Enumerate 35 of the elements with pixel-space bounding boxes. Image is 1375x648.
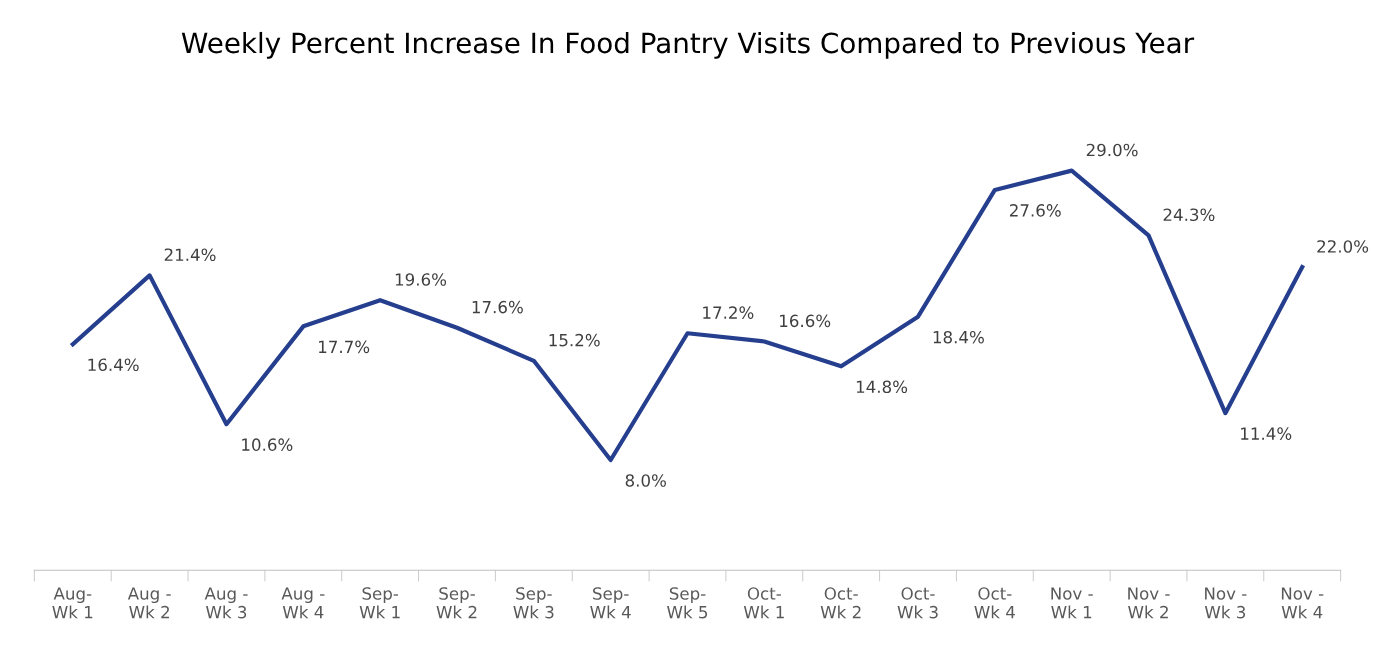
data-label: 22.0%: [1317, 240, 1369, 253]
x-tick-label: Oct- Wk 2: [820, 587, 861, 619]
x-tick-label: Sep- Wk 4: [590, 587, 631, 619]
data-label: 16.4%: [88, 358, 139, 372]
x-tick-label: Nov - Wk 4: [1281, 587, 1324, 619]
data-label: 11.4%: [1241, 427, 1292, 440]
x-tick-label: Sep- Wk 1: [359, 587, 400, 619]
data-label: 17.7%: [319, 340, 370, 354]
x-tick-label: Nov - Wk 3: [1204, 587, 1247, 619]
data-label: 10.6%: [242, 438, 293, 451]
data-label: 18.4%: [933, 330, 984, 344]
x-tick-label: Sep- Wk 5: [667, 587, 708, 619]
data-label: 19.6%: [395, 273, 447, 286]
x-tick-label: Nov - Wk 1: [1051, 587, 1093, 619]
data-label: 8.0%: [625, 474, 666, 487]
x-tick-label: Aug - Wk 4: [281, 587, 325, 619]
data-label: 17.2%: [703, 306, 754, 319]
data-label: 29.0%: [1086, 143, 1138, 157]
chart-title: Weekly Percent Increase In Food Pantry Visits Compared to Previous Year: [181, 31, 1195, 59]
x-tick-label: Aug- Wk 1: [52, 587, 93, 619]
x-tick-label: Sep- Wk 3: [513, 587, 554, 619]
x-tick-label: Aug - Wk 2: [127, 587, 171, 619]
data-label: 27.6%: [1009, 204, 1061, 217]
data-label: 15.2%: [549, 333, 600, 347]
x-tick-label: Oct- Wk 4: [974, 587, 1015, 619]
x-tick-label: Oct- Wk 3: [897, 587, 938, 619]
data-label: 16.6%: [780, 314, 831, 328]
x-tick-label: Sep- Wk 2: [436, 587, 477, 619]
data-label: 14.8%: [856, 380, 908, 394]
data-label: 24.3%: [1163, 208, 1215, 222]
data-label: 21.4%: [164, 248, 216, 262]
x-tick-label: Nov - Wk 2: [1128, 587, 1170, 619]
x-tick-label: Oct- Wk 1: [743, 587, 784, 619]
data-label: 17.6%: [472, 300, 523, 314]
x-tick-label: Aug - Wk 3: [204, 587, 248, 619]
